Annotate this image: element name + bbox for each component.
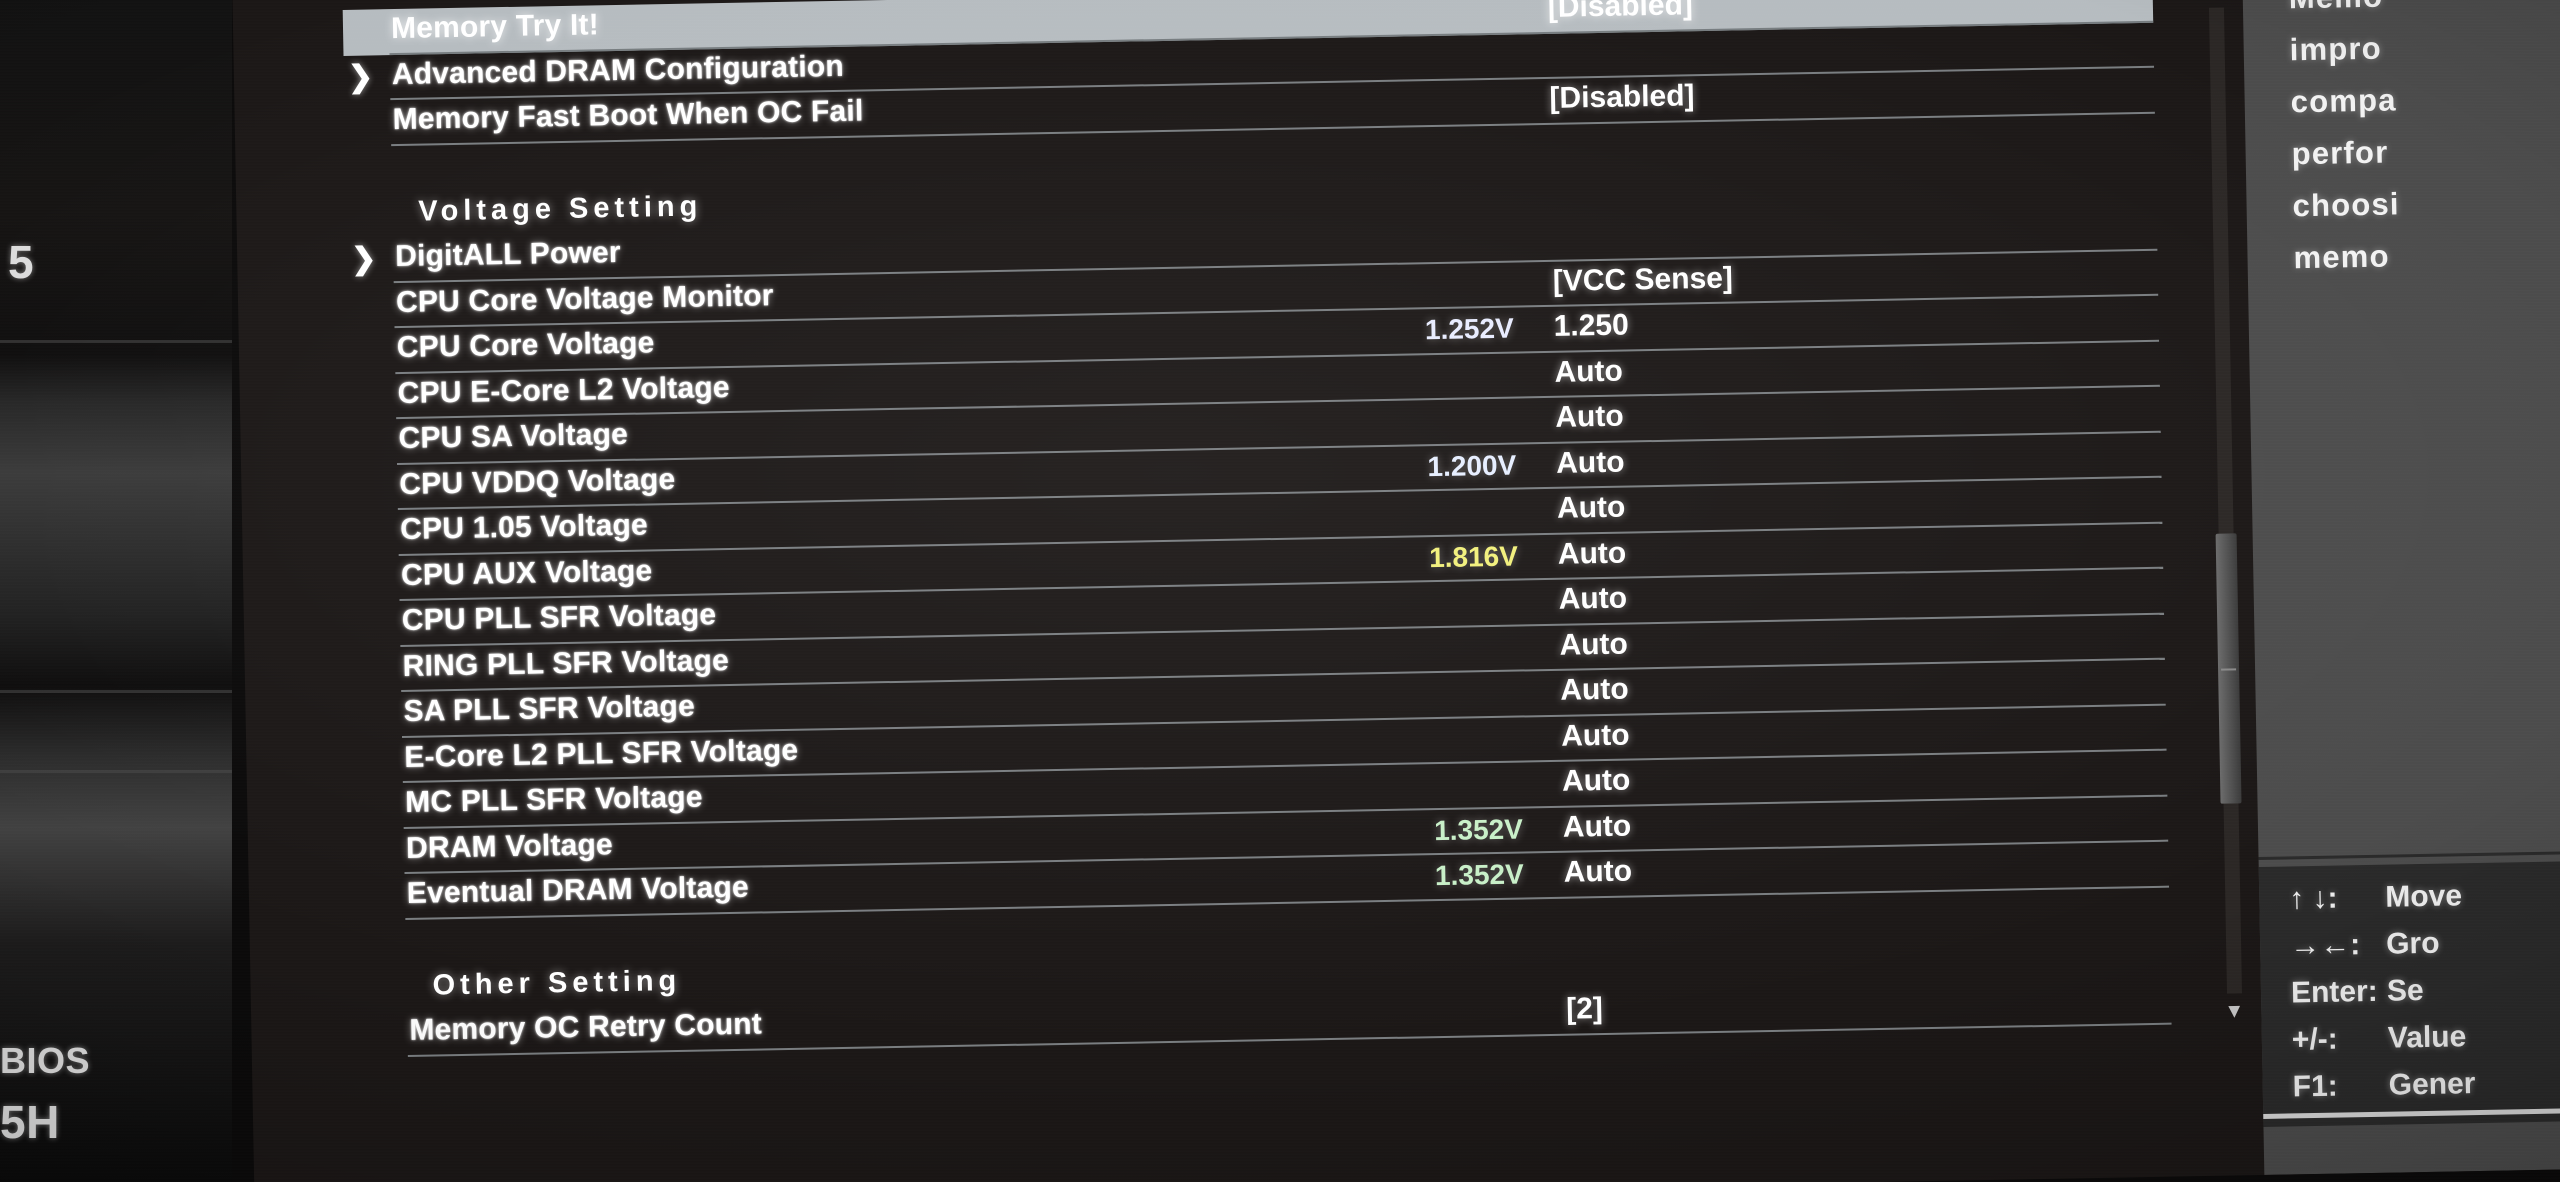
setting-value[interactable]: Auto — [1555, 445, 1625, 480]
help-line: compa — [2290, 82, 2397, 120]
legend-desc: Value — [2387, 1020, 2467, 1055]
setting-monitor-reading: 1.352V — [1434, 858, 1524, 892]
key-legend: ↑ ↓: Move →←: Gro Enter: Se +/-: Value F1: Gener — [2258, 861, 2560, 1127]
setting-label: CPU E-Core L2 Voltage — [397, 370, 731, 410]
setting-label: Memory Fast Boot When OC Fail — [392, 94, 864, 137]
setting-label: DRAM Voltage — [405, 827, 614, 865]
legend-key: Enter: — [2290, 974, 2378, 1010]
setting-label: Advanced DRAM Configuration — [391, 49, 845, 91]
setting-label: Memory Try It! — [390, 8, 600, 46]
legend-row: Enter: Se — [2291, 974, 2424, 1010]
legend-desc: Move — [2384, 879, 2463, 914]
legend-row: F1: Gener — [2292, 1067, 2475, 1104]
setting-monitor-reading: 1.200V — [1427, 449, 1517, 482]
setting-value[interactable]: [2] — [1565, 992, 1604, 1026]
left-offscreen-strip: 5 BIOS 5H — [0, 0, 232, 1182]
bios-screen: Memory Try It! [Disabled] ❯ Advanced DRAM C… — [232, 0, 2560, 1182]
group-heading-label: Voltage Setting — [418, 189, 703, 228]
setting-label: Memory OC Retry Count — [409, 1007, 763, 1047]
setting-label: DigitALL Power — [394, 235, 622, 274]
legend-key: +/-: — [2291, 1022, 2339, 1057]
help-panel: Memoimprocompaperforchoosimemo ↑ ↓:Move→… — [2241, 0, 2560, 1175]
setting-value[interactable]: Auto — [1560, 672, 1629, 707]
setting-label: SA PLL SFR Voltage — [403, 689, 696, 728]
setting-label: MC PLL SFR Voltage — [404, 780, 703, 819]
setting-label: CPU Core Voltage Monitor — [395, 278, 774, 319]
legend-bottom-bar — [2263, 1108, 2560, 1119]
help-line: perfor — [2291, 134, 2389, 172]
setting-value[interactable]: Auto — [1563, 854, 1633, 889]
setting-monitor-reading: 1.816V — [1428, 540, 1519, 573]
scrollbar-grip — [2221, 668, 2237, 671]
setting-value[interactable]: Auto — [1562, 809, 1632, 844]
setting-label: Eventual DRAM Voltage — [406, 870, 750, 910]
group-heading-label: Other Setting — [432, 964, 682, 1001]
left-model-label: 5H — [0, 1096, 60, 1148]
setting-value[interactable]: Auto — [1561, 763, 1631, 798]
left-top-label: 5 — [8, 236, 35, 288]
help-line: choosi — [2292, 186, 2401, 224]
legend-key: →←: — [2289, 928, 2361, 963]
scroll-down-icon[interactable]: ▼ — [2224, 1000, 2245, 1023]
setting-label: CPU PLL SFR Voltage — [401, 598, 717, 637]
help-line: impro — [2289, 30, 2383, 68]
setting-value[interactable]: Auto — [1556, 490, 1626, 525]
setting-label: CPU Core Voltage — [396, 326, 655, 365]
legend-row: +/-: Value — [2292, 1020, 2467, 1057]
setting-label: RING PLL SFR Voltage — [402, 643, 730, 683]
setting-value[interactable]: [Disabled] — [1549, 79, 1695, 115]
setting-monitor-reading: 1.352V — [1433, 812, 1524, 846]
setting-value[interactable]: Auto — [1560, 718, 1630, 753]
help-text: Memoimprocompaperforchoosimemo — [2288, 0, 2560, 284]
legend-key: F1: — [2292, 1069, 2339, 1104]
legend-desc: Gro — [2385, 926, 2440, 961]
chevron-right-icon: ❯ — [350, 242, 377, 276]
help-line: memo — [2293, 238, 2390, 276]
setting-label: CPU VDDQ Voltage — [399, 462, 676, 501]
legend-key: ↑ ↓: — [2288, 881, 2338, 916]
left-bios-label: BIOS — [0, 1040, 91, 1081]
setting-label: CPU SA Voltage — [398, 417, 629, 456]
setting-value[interactable]: [VCC Sense] — [1552, 261, 1734, 298]
setting-label: CPU 1.05 Voltage — [399, 508, 649, 547]
setting-label: CPU AUX Voltage — [400, 553, 653, 592]
setting-value[interactable]: Auto — [1554, 354, 1624, 389]
setting-value[interactable]: Auto — [1557, 536, 1627, 571]
list-scrollbar[interactable]: ▲ ▼ — [2200, 0, 2249, 1024]
help-divider — [2258, 851, 2560, 861]
setting-value[interactable]: Auto — [1555, 399, 1624, 434]
setting-value[interactable]: 1.250 — [1553, 308, 1630, 343]
scrollbar-track[interactable] — [2208, 7, 2243, 994]
legend-desc: Gener — [2388, 1067, 2476, 1102]
setting-value[interactable]: Auto — [1558, 581, 1628, 616]
chevron-right-icon: ❯ — [347, 59, 374, 94]
setting-label: E-Core L2 PLL SFR Voltage — [404, 733, 799, 774]
setting-value[interactable]: [Disabled] — [1547, 0, 1694, 24]
legend-row: →←: Gro — [2290, 927, 2440, 964]
legend-desc: Se — [2386, 974, 2425, 1008]
legend-row: ↑ ↓: Move — [2289, 879, 2462, 916]
setting-monitor-reading: 1.252V — [1424, 312, 1514, 346]
setting-value[interactable]: Auto — [1559, 627, 1629, 662]
settings-list: Memory Try It! [Disabled] ❯ Advanced DRAM C… — [342, 0, 2172, 1057]
scrollbar-thumb[interactable] — [2215, 533, 2242, 804]
